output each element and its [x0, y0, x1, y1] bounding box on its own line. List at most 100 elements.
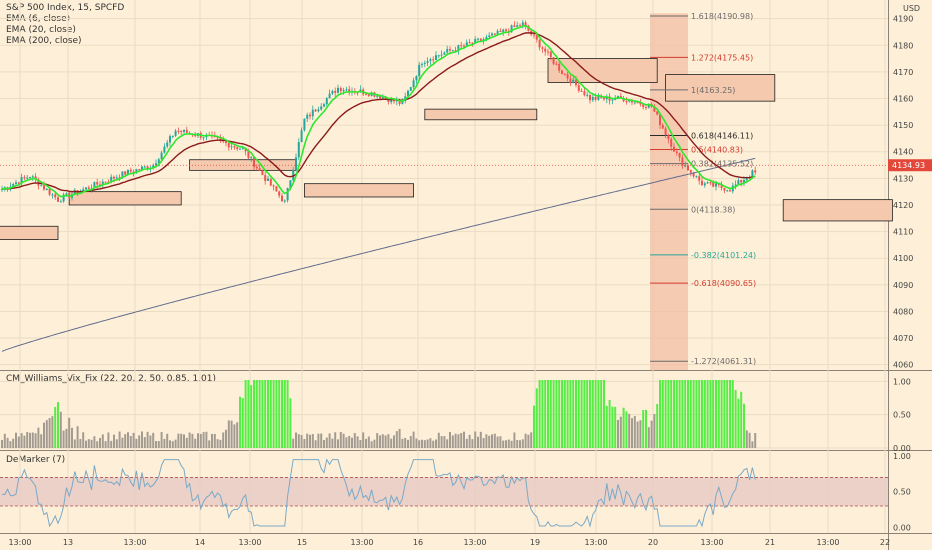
- candle-body: [261, 170, 264, 176]
- candle-body: [367, 94, 370, 96]
- candle-body: [219, 138, 222, 140]
- vix-bar: [664, 380, 667, 448]
- fib-level-label: 0.5(4140.83): [691, 146, 743, 155]
- candle-body: [87, 187, 90, 189]
- vix-bar: [110, 440, 113, 448]
- candle-body: [183, 129, 185, 132]
- candle-body: [185, 129, 188, 133]
- vix-bar: [6, 437, 9, 448]
- vix-bar: [659, 380, 661, 448]
- vix-bar: [169, 440, 171, 448]
- vix-bar: [216, 439, 219, 448]
- candle-body: [451, 50, 454, 52]
- candle-body: [15, 182, 17, 185]
- candle-body: [12, 184, 15, 187]
- candle-body: [631, 100, 633, 103]
- demarker-line: [1, 458, 756, 528]
- y-tick-label: 4170: [893, 68, 913, 77]
- vix-bar: [384, 435, 387, 448]
- fib-level-label: 0.382(4135.52): [691, 160, 753, 169]
- candle-body: [552, 57, 555, 64]
- vix-bar: [311, 434, 314, 448]
- vix-bar: [541, 380, 544, 448]
- vix-bar: [426, 439, 429, 448]
- vix-bar: [566, 380, 569, 448]
- candle-body: [409, 87, 412, 91]
- vix-bar: [404, 437, 407, 448]
- vix-bar: [449, 431, 451, 448]
- candle-body: [474, 39, 477, 44]
- candle-body: [73, 190, 76, 195]
- vix-bar: [320, 433, 323, 448]
- candle-body: [93, 182, 96, 189]
- candle-body: [225, 141, 227, 144]
- y-tick-label: 4060: [893, 361, 913, 370]
- vix-bar: [507, 439, 510, 448]
- vix-bar: [171, 441, 174, 448]
- candle-body: [726, 190, 729, 192]
- candle-body: [247, 151, 250, 158]
- vix-bar: [715, 380, 717, 448]
- candle-body: [743, 179, 745, 183]
- candle-body: [591, 96, 594, 101]
- candle-body: [541, 47, 544, 49]
- x-tick-label: 20: [648, 538, 658, 547]
- vix-bar: [552, 380, 555, 448]
- candle-body: [740, 180, 743, 183]
- vix-bar: [496, 436, 499, 448]
- vix-bar: [146, 431, 149, 448]
- candle-body: [118, 177, 121, 179]
- x-tick-label: 13:00: [123, 538, 146, 547]
- vix-bar: [479, 431, 482, 448]
- vix-bar: [152, 432, 155, 448]
- candle-body: [667, 134, 670, 140]
- candle-body: [34, 176, 37, 180]
- candle-body: [566, 74, 569, 79]
- vix-title: CM_Williams_Vix_Fix (22, 20, 2, 50, 0.85…: [6, 374, 217, 384]
- vix-bar: [454, 433, 457, 448]
- vix-bar: [390, 438, 393, 448]
- candle-body: [82, 189, 85, 192]
- vix-bar: [617, 419, 619, 448]
- vix-bar: [429, 438, 432, 448]
- vix-bar: [247, 380, 250, 448]
- vix-bar: [695, 380, 698, 448]
- vix-bar: [583, 380, 586, 448]
- vix-bar: [393, 435, 395, 448]
- support-zone-box: [547, 58, 658, 83]
- vix-bar: [549, 380, 552, 448]
- candle-body: [572, 79, 575, 83]
- candle-body: [628, 100, 631, 102]
- candle-body: [751, 170, 754, 178]
- candle-body: [152, 165, 155, 168]
- candle-body: [701, 180, 703, 186]
- candle-body: [227, 143, 230, 148]
- candle-body: [575, 79, 577, 86]
- vix-bar: [717, 380, 720, 448]
- candle-body: [155, 163, 157, 166]
- candle-body: [415, 76, 418, 81]
- candle-body: [104, 181, 107, 183]
- candle-body: [20, 177, 23, 184]
- candle-body: [328, 93, 331, 99]
- candle-body: [253, 157, 255, 167]
- candle-body: [642, 104, 645, 108]
- vix-bar: [191, 433, 194, 448]
- y-tick-label: 4130: [893, 174, 913, 183]
- vix-bar: [493, 433, 496, 448]
- candle-body: [317, 109, 320, 112]
- candle-body: [236, 147, 239, 149]
- vix-bar: [689, 380, 692, 448]
- vix-bar: [381, 434, 384, 448]
- y-tick-label: 4100: [893, 254, 913, 263]
- candle-body: [519, 25, 521, 27]
- candle-body: [281, 195, 283, 202]
- vix-bar: [264, 380, 267, 448]
- vix-bar: [544, 380, 547, 448]
- vix-bar: [141, 431, 143, 448]
- candle-body: [510, 25, 513, 33]
- vix-bar: [650, 420, 653, 448]
- candle-body: [297, 142, 300, 158]
- vix-bar: [471, 439, 474, 448]
